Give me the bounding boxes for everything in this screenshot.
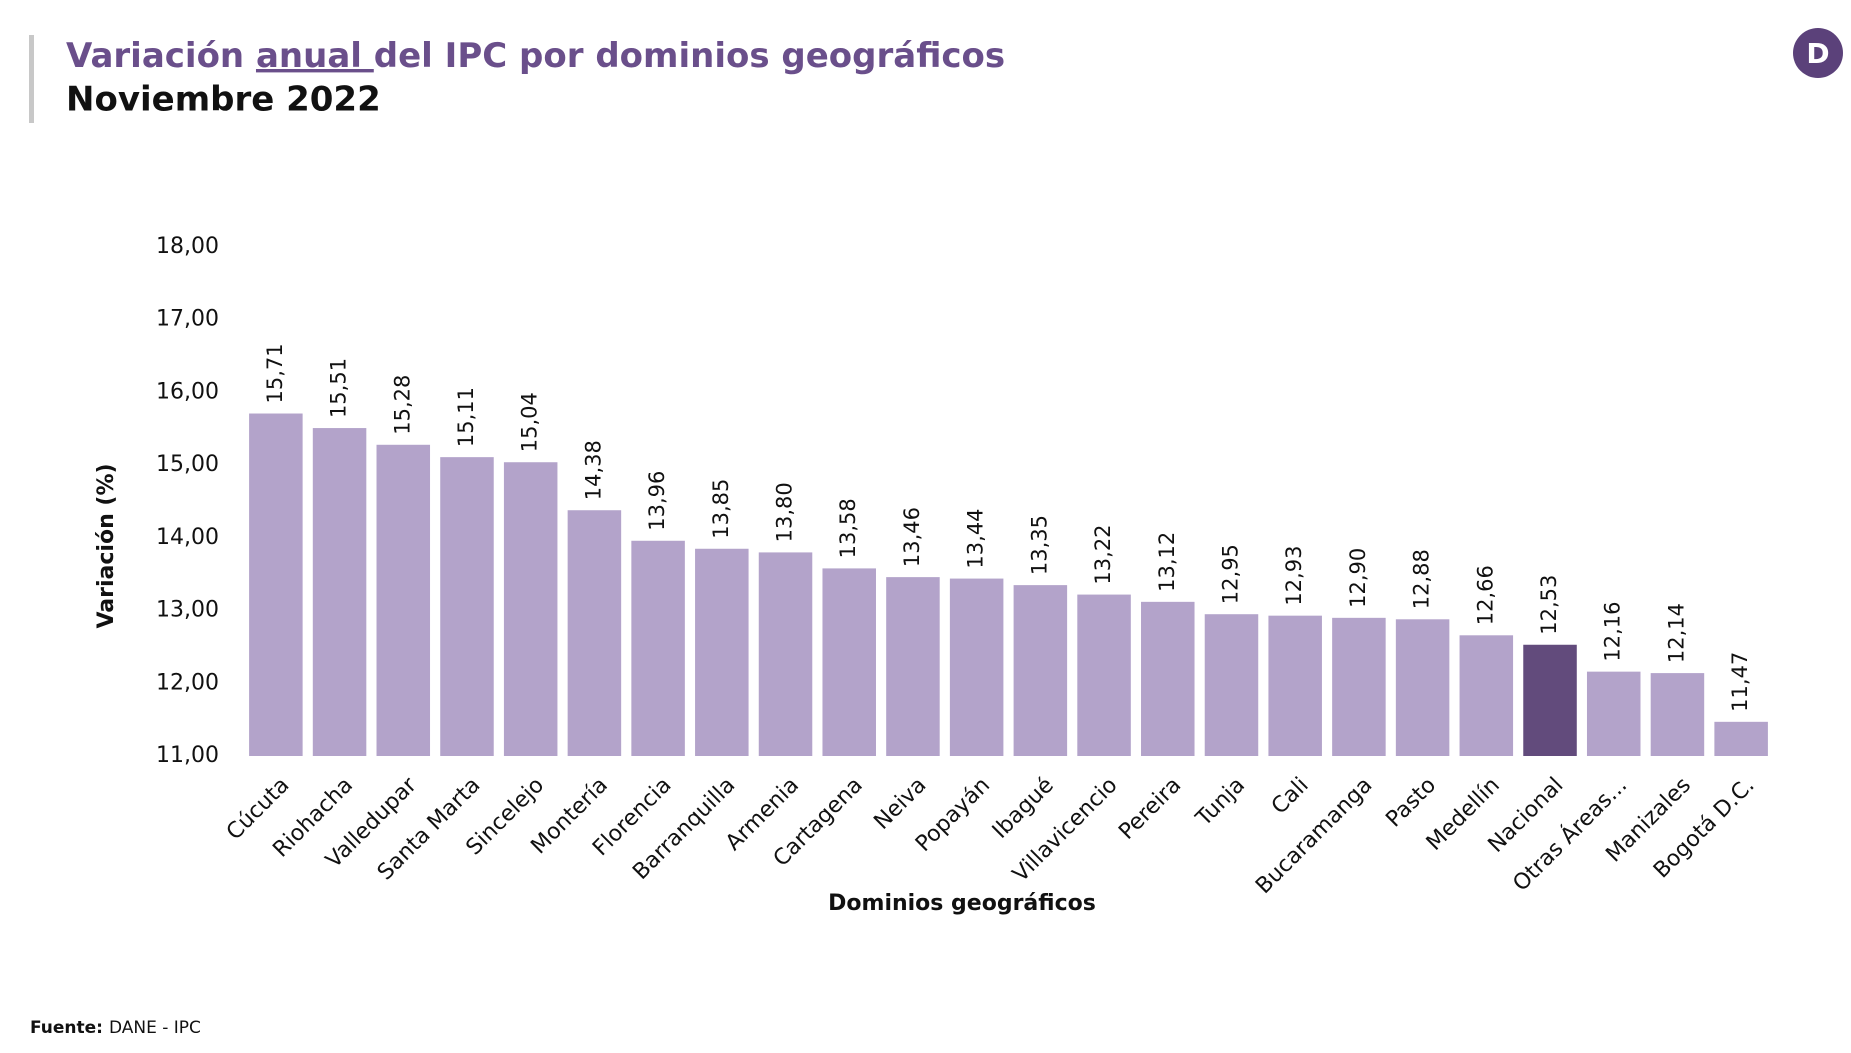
value-label: 15,28	[390, 375, 414, 435]
bar	[1650, 673, 1705, 756]
value-label: 15,71	[263, 343, 287, 403]
x-tick-label: Neiva	[869, 773, 931, 835]
y-tick-label: 17,00	[156, 307, 219, 332]
bar	[1395, 619, 1450, 756]
value-label: 12,95	[1218, 544, 1242, 604]
value-label: 14,38	[581, 440, 605, 500]
bar	[1523, 644, 1577, 756]
x-tick-label: Cali	[1267, 773, 1314, 820]
y-tick-label: 15,00	[156, 452, 219, 477]
value-label: 15,04	[518, 392, 542, 452]
x-axis-title: Dominios geográficos	[828, 891, 1096, 916]
value-label: 12,16	[1601, 602, 1625, 662]
value-label: 13,22	[1091, 524, 1115, 584]
y-tick-label: 12,00	[156, 670, 219, 695]
bar	[312, 428, 367, 756]
bar	[695, 548, 749, 756]
value-label: 11,47	[1728, 652, 1752, 712]
value-label: 13,46	[900, 507, 924, 567]
bar	[567, 510, 622, 756]
bar	[1459, 635, 1514, 756]
title-part: anual	[256, 36, 374, 76]
logo-circle	[1793, 28, 1843, 78]
bar	[1204, 614, 1259, 756]
value-label: 13,44	[964, 508, 988, 568]
bar	[249, 413, 303, 756]
bar	[631, 540, 685, 756]
value-label: 12,88	[1410, 549, 1434, 609]
y-tick-label: 13,00	[156, 598, 219, 623]
value-label: 13,12	[1155, 532, 1179, 592]
y-axis-title: Variación (%)	[94, 463, 119, 628]
value-label: 12,93	[1282, 546, 1306, 606]
x-tick-label: Pasto	[1381, 773, 1441, 833]
value-label: 15,11	[454, 387, 478, 447]
y-tick-label: 14,00	[156, 525, 219, 550]
bar	[822, 568, 876, 756]
value-label: 13,85	[709, 479, 733, 539]
value-label: 13,35	[1027, 515, 1051, 575]
x-tick-label: Pereira	[1114, 773, 1186, 845]
chart-subtitle: Noviembre 2022	[66, 80, 381, 120]
logo: D	[1806, 37, 1829, 70]
bar	[1268, 615, 1322, 756]
y-tick-label: 11,00	[156, 743, 219, 768]
source: Fuente: DANE - IPC	[30, 1018, 201, 1038]
title-part: Variación	[66, 36, 256, 76]
bar	[376, 444, 431, 756]
value-label: 12,53	[1537, 575, 1561, 635]
bar	[1714, 721, 1768, 756]
x-tick-label: Tunja	[1191, 773, 1250, 832]
y-tick-label: 18,00	[156, 234, 219, 259]
x-tick-label: Otras Áreas...	[1508, 772, 1632, 896]
source-text: DANE - IPC	[109, 1018, 201, 1038]
bar	[758, 552, 813, 756]
bar	[1141, 601, 1195, 756]
bar	[1077, 594, 1131, 756]
value-label: 12,90	[1346, 548, 1370, 608]
bar	[1013, 585, 1068, 756]
value-label: 13,80	[773, 482, 797, 542]
bar	[503, 462, 558, 756]
value-label: 15,51	[327, 358, 351, 418]
bar	[1332, 617, 1386, 756]
chart-title: Variación anual del IPC por dominios geo…	[66, 36, 1005, 76]
value-label: 12,14	[1664, 603, 1688, 663]
y-tick-label: 16,00	[156, 379, 219, 404]
source-label: Fuente:	[30, 1018, 103, 1038]
title-part: del IPC por dominios geográficos	[374, 36, 1005, 76]
bar	[886, 577, 940, 756]
x-tick-label: Bucaramanga	[1251, 773, 1377, 899]
bar	[949, 578, 1004, 756]
value-label: 13,58	[836, 498, 860, 558]
value-label: 13,96	[645, 471, 669, 531]
title-accent	[29, 35, 34, 123]
value-label: 12,66	[1473, 565, 1497, 625]
bar	[440, 457, 494, 756]
bar	[1586, 671, 1641, 756]
